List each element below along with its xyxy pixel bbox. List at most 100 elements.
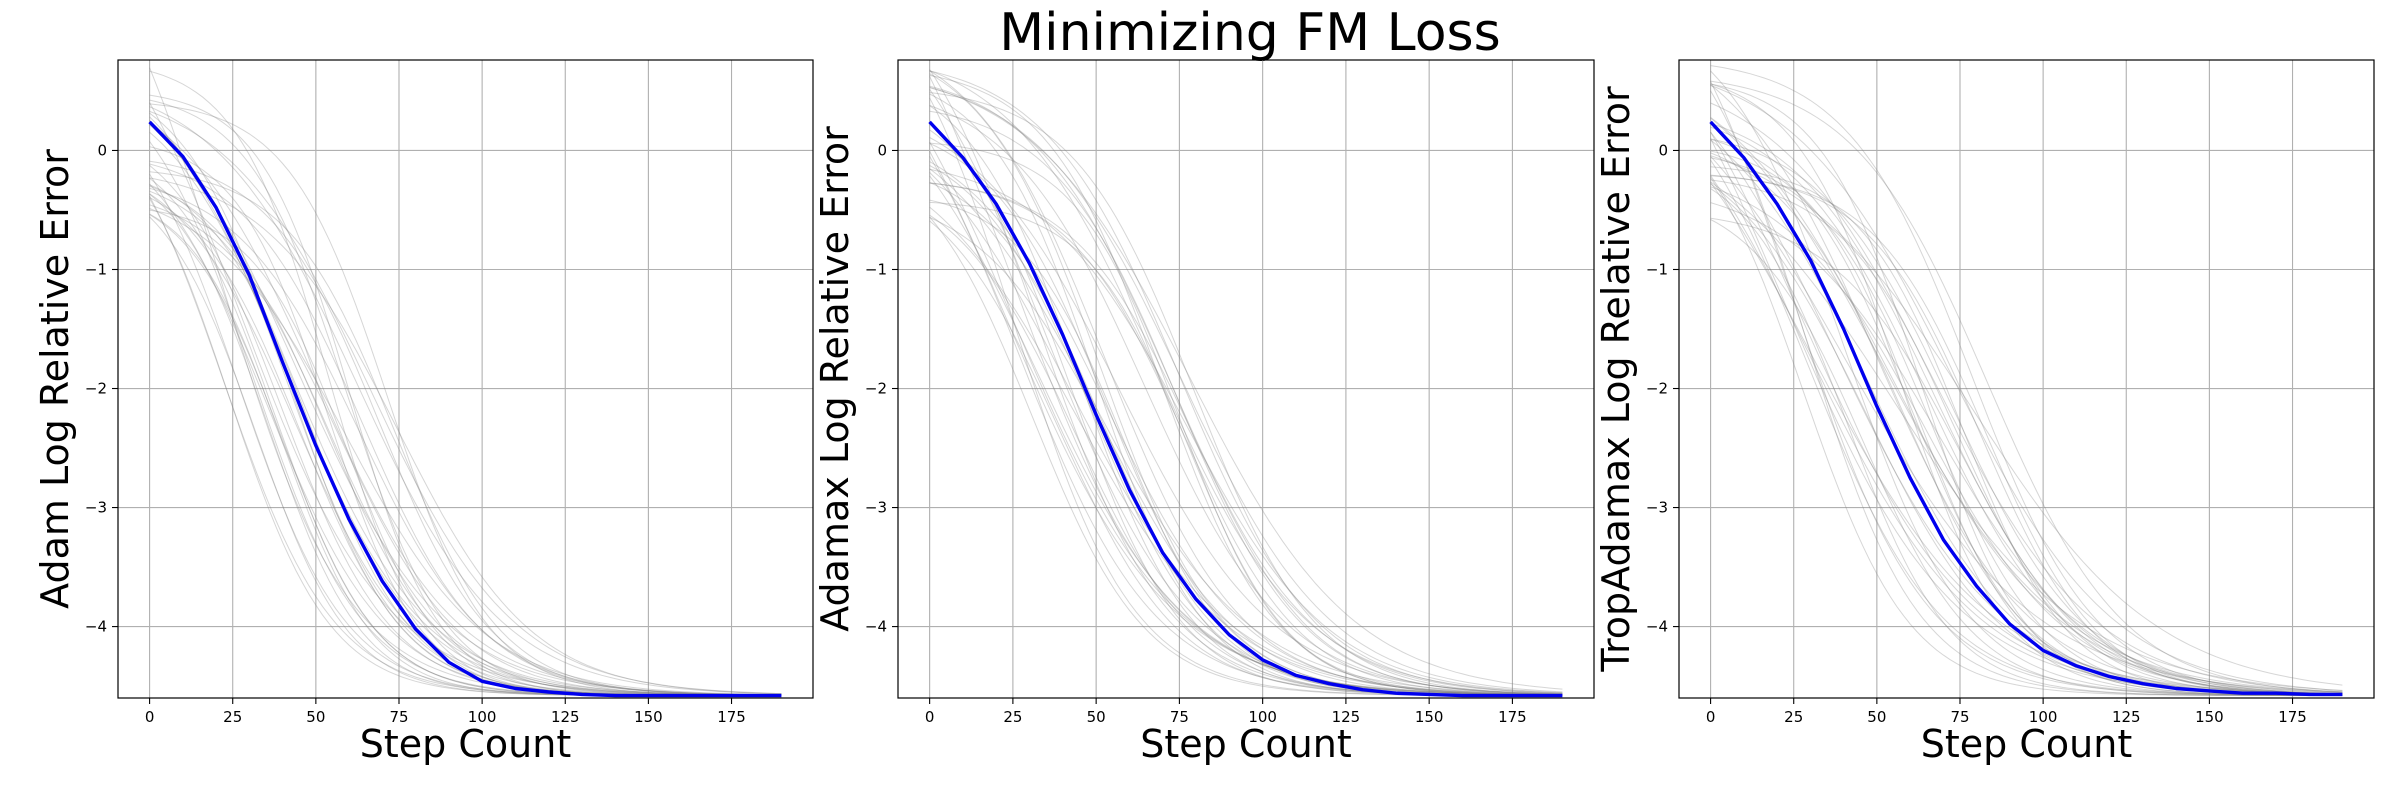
trial-series-line [149,99,782,696]
trial-series-line [1710,138,2343,695]
trial-series-line [149,122,782,696]
trial-series-line [149,195,782,697]
trial-series-line [149,116,782,696]
trial-series-line [929,76,1563,696]
y-axis-label: Adam Log Relative Error [33,149,77,609]
x-tick-label: 25 [1784,708,1803,726]
trial-series-line [1710,83,2343,696]
trial-series-line [149,112,782,697]
x-tick-label: 150 [2195,708,2224,726]
y-tick-label: −3 [865,499,887,517]
trial-series-line [1710,80,2343,693]
x-tick-label: 100 [1248,708,1277,726]
trial-series-line [149,213,782,697]
y-tick-label: 0 [97,141,107,159]
trial-series-line [149,124,782,696]
y-tick-label: −2 [85,380,107,398]
trial-series-line [149,177,782,697]
x-tick-label: 100 [468,708,497,726]
y-tick-label: 0 [877,141,887,159]
trial-series-line [149,102,782,696]
trial-series-line [1710,131,2343,695]
x-tick-label: 75 [1170,708,1189,726]
trial-series-line [149,160,782,696]
x-tick-label: 75 [1950,708,1969,726]
axes-frame [117,59,814,699]
trial-series-line [1710,131,2343,695]
trial-series-line [149,106,782,695]
trial-series-line [929,220,1563,696]
trial-series-line [149,163,782,696]
x-tick-label: 175 [1498,708,1527,726]
trial-series-line [929,142,1563,696]
y-axis-label: TropAdamax Log Relative Error [1594,86,1638,673]
x-tick-label: 25 [1003,708,1022,726]
x-tick-label: 150 [634,708,663,726]
y-tick-label: −1 [1646,260,1668,278]
plot-area [1709,65,2343,697]
trial-series-line [929,141,1563,696]
axes-frame [1678,59,2375,699]
y-tick-label: −4 [1646,618,1668,636]
trial-series-line [929,182,1563,695]
trial-series-line [929,201,1563,696]
trial-series-line [929,86,1563,690]
x-axis-label: Step Count [1921,722,2132,766]
x-tick-label: 125 [1332,708,1361,726]
mean-series-line [1709,120,2343,697]
x-tick-label: 0 [1706,708,1716,726]
trial-series-line [1710,155,2343,693]
y-tick-label: 0 [1658,141,1668,159]
y-tick-label: −4 [865,618,887,636]
trial-series-line [929,175,1563,696]
trial-series-line [1710,174,2343,696]
x-tick-label: 150 [1415,708,1444,726]
trial-series-line [149,204,782,696]
trial-series-line [149,177,782,695]
trial-series-line [929,70,1563,696]
trial-series-line [929,73,1563,696]
x-tick-label: 50 [1087,708,1106,726]
mean-series-line [148,120,782,698]
y-tick-label: −3 [85,499,107,517]
trial-series-line [929,92,1563,695]
trial-series-line [1710,181,2343,691]
x-tick-label: 0 [925,708,935,726]
y-tick-label: −4 [85,618,107,636]
trial-series-line [929,165,1563,696]
trial-series-line [149,171,782,696]
trial-series-line [149,173,782,697]
trial-series-line [1710,217,2343,695]
axes-frame [897,59,1595,699]
y-tick-label: −2 [1646,380,1668,398]
trial-series-line [149,214,782,697]
trial-series-line [149,67,782,696]
trial-series-line [1710,150,2343,696]
trial-series-line [1710,175,2343,696]
trial-series-line [1710,90,2343,697]
trial-series-line [1710,219,2343,696]
trial-series-line [929,150,1563,696]
y-tick-label: −2 [865,380,887,398]
x-tick-label: 0 [145,708,155,726]
trial-series-line [929,70,1563,694]
x-tick-label: 125 [2112,708,2141,726]
x-axis-label: Step Count [360,722,571,766]
trial-series-line [929,137,1563,695]
trial-series-line [1710,117,2343,694]
trial-series-line [1710,138,2343,696]
x-tick-label: 125 [551,708,580,726]
trial-series-line [929,105,1563,696]
trial-series-line [929,182,1563,696]
trial-series-line [1710,183,2343,696]
x-tick-label: 25 [223,708,242,726]
trial-series-line [149,103,782,696]
trial-series-line [929,161,1563,696]
trial-series-line [149,120,782,696]
trial-series-line [1710,152,2343,696]
mean-series-line [928,120,1563,698]
x-tick-label: 50 [306,708,325,726]
trial-series-line [929,129,1563,696]
trial-series-line [1710,179,2343,696]
